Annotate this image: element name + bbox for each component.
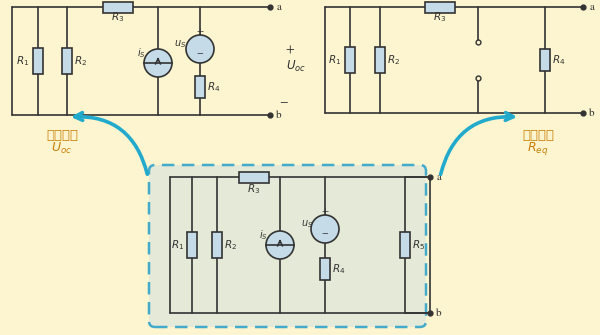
FancyBboxPatch shape bbox=[320, 258, 330, 280]
Text: a: a bbox=[590, 2, 595, 12]
Text: b: b bbox=[276, 110, 282, 120]
Text: $u_S$: $u_S$ bbox=[174, 38, 186, 50]
Text: $R_4$: $R_4$ bbox=[208, 80, 221, 94]
FancyBboxPatch shape bbox=[400, 232, 410, 258]
Text: −: − bbox=[280, 97, 289, 109]
Text: $U_{oc}$: $U_{oc}$ bbox=[52, 140, 73, 155]
FancyBboxPatch shape bbox=[149, 165, 426, 327]
Text: +: + bbox=[196, 26, 203, 36]
Circle shape bbox=[186, 35, 214, 63]
Text: $R_3$: $R_3$ bbox=[247, 182, 260, 196]
Text: $i_S$: $i_S$ bbox=[137, 46, 145, 60]
Text: $U_{oc}$: $U_{oc}$ bbox=[286, 58, 306, 74]
Text: $R_3$: $R_3$ bbox=[112, 10, 125, 24]
Text: 等效电阻: 等效电阻 bbox=[522, 129, 554, 141]
FancyBboxPatch shape bbox=[195, 76, 205, 98]
Text: $R_5$: $R_5$ bbox=[412, 238, 425, 252]
Text: +: + bbox=[322, 206, 329, 216]
Text: $R_2$: $R_2$ bbox=[74, 54, 88, 68]
Text: $R_2$: $R_2$ bbox=[224, 238, 238, 252]
Text: −: − bbox=[322, 228, 328, 238]
Text: $R_4$: $R_4$ bbox=[332, 262, 346, 276]
Text: $i_S$: $i_S$ bbox=[259, 228, 268, 242]
Circle shape bbox=[266, 231, 294, 259]
Text: $R_{eq}$: $R_{eq}$ bbox=[527, 139, 548, 156]
FancyBboxPatch shape bbox=[103, 1, 133, 12]
FancyBboxPatch shape bbox=[375, 47, 385, 73]
Text: a: a bbox=[437, 172, 442, 182]
Text: $R_4$: $R_4$ bbox=[553, 53, 566, 67]
Text: $u_S$: $u_S$ bbox=[301, 218, 313, 230]
Text: −: − bbox=[197, 48, 203, 58]
Text: $R_1$: $R_1$ bbox=[172, 238, 185, 252]
Text: +: + bbox=[286, 45, 295, 57]
Text: a: a bbox=[277, 2, 281, 12]
FancyBboxPatch shape bbox=[239, 172, 269, 183]
Text: $R_1$: $R_1$ bbox=[16, 54, 29, 68]
FancyBboxPatch shape bbox=[62, 48, 72, 74]
Text: $R_2$: $R_2$ bbox=[388, 53, 401, 67]
FancyBboxPatch shape bbox=[540, 49, 550, 71]
FancyBboxPatch shape bbox=[212, 232, 222, 258]
Text: b: b bbox=[436, 308, 442, 318]
Circle shape bbox=[144, 49, 172, 77]
FancyBboxPatch shape bbox=[345, 47, 355, 73]
Text: 开路电压: 开路电压 bbox=[46, 129, 78, 141]
FancyBboxPatch shape bbox=[33, 48, 43, 74]
Text: $R_3$: $R_3$ bbox=[433, 10, 446, 24]
Text: $R_1$: $R_1$ bbox=[328, 53, 341, 67]
Circle shape bbox=[311, 215, 339, 243]
Text: b: b bbox=[589, 108, 595, 118]
FancyBboxPatch shape bbox=[187, 232, 197, 258]
FancyBboxPatch shape bbox=[425, 1, 455, 12]
